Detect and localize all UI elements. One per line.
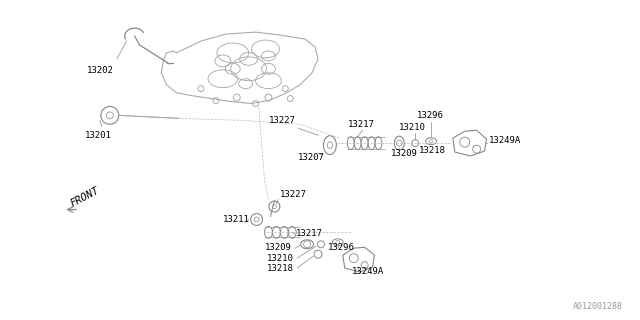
Text: 13201: 13201 — [85, 131, 112, 140]
Text: 13227: 13227 — [280, 190, 307, 199]
Text: 13202: 13202 — [87, 66, 114, 75]
Text: 13209: 13209 — [264, 243, 291, 252]
Text: 13211: 13211 — [223, 215, 250, 224]
Text: A012001288: A012001288 — [572, 302, 622, 311]
Text: 13218: 13218 — [419, 146, 446, 155]
Text: 13217: 13217 — [296, 229, 323, 238]
Text: 13296: 13296 — [417, 111, 444, 120]
Text: 13210: 13210 — [399, 123, 426, 132]
Text: 13218: 13218 — [266, 264, 293, 273]
Text: 13210: 13210 — [266, 254, 293, 263]
Text: 13296: 13296 — [328, 243, 355, 252]
Text: 13249A: 13249A — [352, 267, 384, 276]
Text: 13249A: 13249A — [488, 136, 521, 145]
Text: FRONT: FRONT — [69, 185, 102, 209]
Text: 13207: 13207 — [298, 153, 325, 162]
Text: 13227: 13227 — [268, 116, 295, 125]
Text: 13209: 13209 — [390, 149, 417, 158]
Text: 13217: 13217 — [348, 120, 374, 129]
